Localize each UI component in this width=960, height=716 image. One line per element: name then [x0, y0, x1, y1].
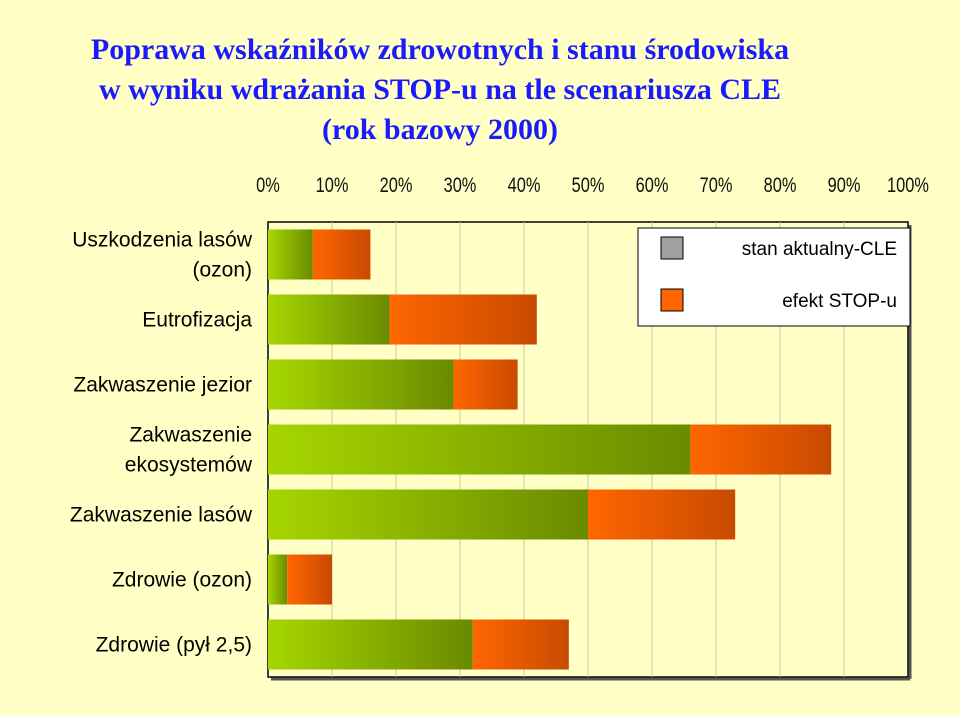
title-line-1: Poprawa wskaźników zdrowotnych i stanu ś…	[90, 33, 790, 66]
bar-segment-stop	[453, 359, 518, 410]
bars	[268, 229, 832, 670]
bar-segment-stop	[472, 619, 569, 670]
legend-swatch	[660, 288, 684, 312]
x-tick-label: 80%	[764, 173, 797, 196]
bar-segment-stop	[312, 229, 371, 280]
x-tick-label: 90%	[828, 173, 861, 196]
x-tick-label: 60%	[636, 173, 669, 196]
category-label: Zdrowie (ozon)	[112, 569, 252, 592]
x-tick-label: 50%	[572, 173, 605, 196]
legend-swatch	[660, 236, 684, 260]
bar-segment-stop	[588, 489, 736, 540]
bar-segment-cle	[268, 294, 390, 345]
category-label: Uszkodzenia lasów	[72, 229, 253, 252]
x-tick-label: 100%	[887, 173, 929, 196]
category-label: Zdrowie (pył 2,5)	[96, 634, 252, 657]
legend-label: stan aktualny-CLE	[742, 239, 897, 260]
legend: stan aktualny-CLE efekt STOP-u	[637, 227, 911, 327]
x-axis-ticks: 0% 10% 20% 30% 40% 50% 60% 70% 80% 90% 100%	[256, 173, 929, 196]
bar-segment-stop	[389, 294, 537, 345]
bar-segment-cle	[268, 619, 473, 670]
legend-label: efekt STOP-u	[782, 291, 897, 312]
title-line-2: w wyniku wdrażania STOP-u na tle scenari…	[98, 73, 782, 106]
category-label: Zakwaszenie lasów	[70, 504, 253, 527]
bar-segment-stop	[690, 424, 832, 475]
bar-segment-stop	[287, 554, 332, 605]
chart-title: Poprawa wskaźników zdrowotnych i stanu ś…	[60, 30, 820, 150]
bar-segment-cle	[268, 229, 313, 280]
category-label: Eutrofizacja	[142, 309, 252, 332]
x-tick-label: 70%	[700, 173, 733, 196]
bar-segment-cle	[268, 359, 454, 410]
category-label: (ozon)	[192, 259, 252, 282]
title-line-3: (rok bazowy 2000)	[321, 113, 559, 146]
category-label: ekosystemów	[125, 454, 253, 477]
x-tick-label: 10%	[316, 173, 349, 196]
bar-segment-cle	[268, 489, 588, 540]
bar-segment-cle	[268, 554, 288, 605]
category-label: Zakwaszenie	[129, 424, 252, 447]
category-label: Zakwaszenie jezior	[73, 374, 252, 397]
x-tick-label: 30%	[444, 173, 477, 196]
category-labels: Uszkodzenia lasów (ozon) Eutrofizacja Zakwa…	[70, 229, 253, 657]
x-tick-label: 0%	[256, 173, 280, 196]
x-tick-label: 20%	[380, 173, 413, 196]
bar-segment-cle	[268, 424, 691, 475]
x-tick-label: 40%	[508, 173, 541, 196]
